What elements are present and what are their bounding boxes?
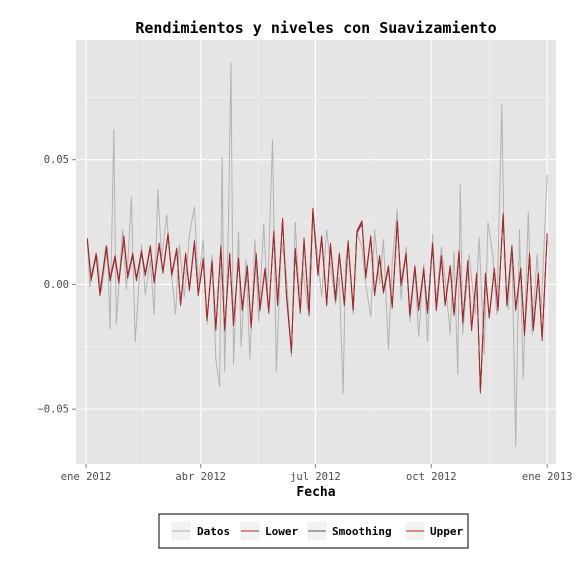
y-tick-label: −0.05: [37, 404, 69, 416]
legend-label-lower: Lower: [265, 525, 298, 538]
legend-label-datos: Datos: [197, 525, 230, 538]
y-axis: −0.05 0.00 0.05: [37, 154, 76, 416]
x-axis-title: Fecha: [296, 485, 335, 500]
x-tick-label: jul 2012: [290, 471, 341, 483]
y-tick-label: 0.00: [44, 279, 69, 291]
x-tick-label: oct 2012: [406, 471, 457, 483]
x-axis: ene 2012 abr 2012 jul 2012 oct 2012 ene 2013: [61, 464, 573, 483]
chart-title: Rendimientos y niveles con Suavizamiento: [135, 19, 496, 37]
y-tick-label: 0.05: [44, 154, 69, 166]
legend: Datos Lower Smoothing Upper: [158, 513, 469, 549]
series-line-upper: [86, 207, 548, 391]
series-layer: [86, 61, 548, 448]
legend-label-upper: Upper: [430, 525, 463, 538]
x-tick-label: ene 2012: [61, 471, 112, 483]
x-tick-label: ene 2013: [522, 471, 573, 483]
x-tick-label: abr 2012: [175, 471, 226, 483]
legend-label-smoothing: Smoothing: [332, 525, 392, 538]
